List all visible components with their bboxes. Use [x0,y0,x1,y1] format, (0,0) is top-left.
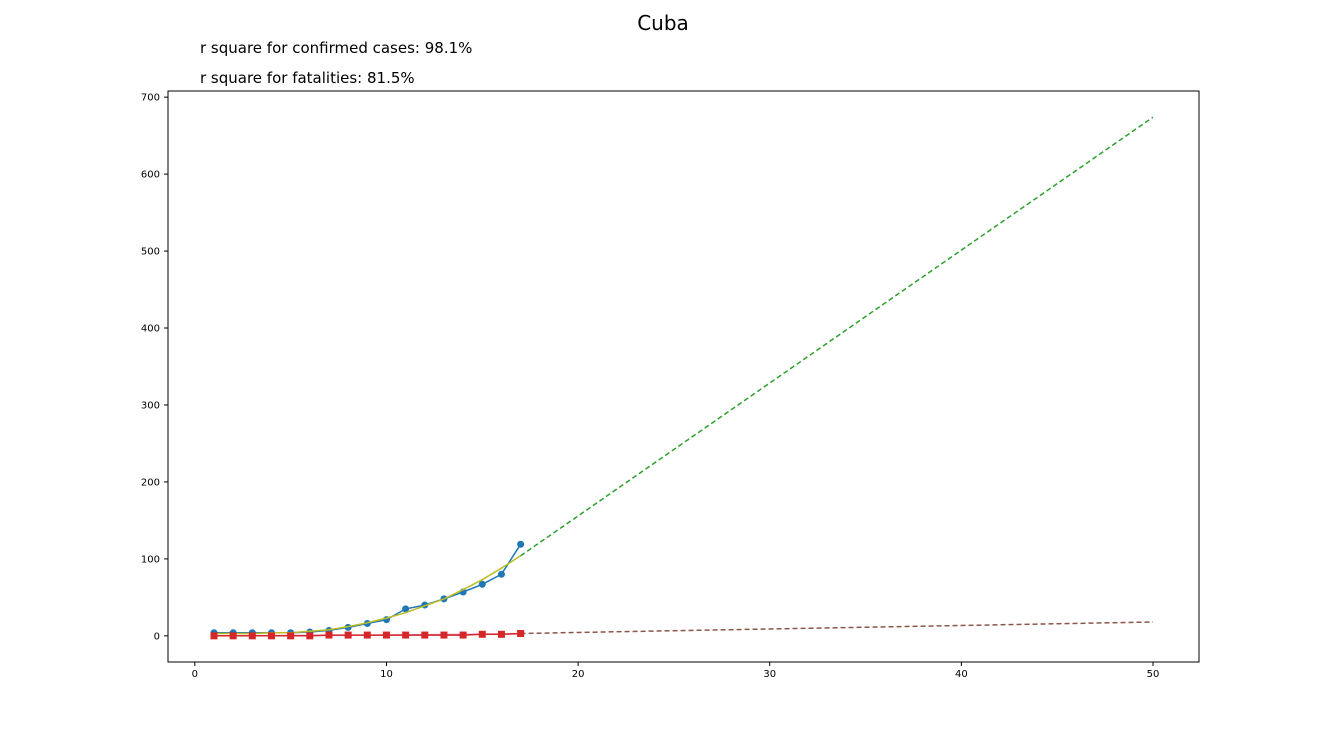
x-tick-label: 50 [1147,669,1160,680]
point-fatalities-observed [363,631,371,639]
x-tick-label: 40 [955,669,968,680]
series-line-fatalities-projection [520,621,1154,635]
point-fatalities-observed [287,632,295,640]
point-fatalities-observed [459,631,467,639]
series-layer [210,116,1154,640]
y-tick-label: 100 [141,554,160,565]
point-fatalities-observed [267,632,275,640]
point-confirmed-observed [402,605,410,613]
point-fatalities-observed [440,631,448,639]
y-tick-label: 500 [141,247,160,258]
chart-title: Cuba [637,11,689,35]
series-line-confirmed-observed [214,543,522,634]
x-axis: 0 10 20 30 40 50 [192,662,1160,680]
annotation-fatalities-r2: r square for fatalities: 81.5% [200,69,415,87]
y-tick-label: 600 [141,170,160,181]
y-tick-label: 700 [141,93,160,104]
series-line-confirmed-fit [214,555,522,635]
series-line-confirmed-projection [520,116,1154,557]
point-confirmed-observed [478,580,486,588]
x-tick-label: 30 [763,669,776,680]
point-fatalities-observed [478,630,486,638]
point-fatalities-observed [210,632,218,640]
point-fatalities-observed [325,631,333,639]
point-fatalities-observed [229,632,237,640]
y-axis: 0 100 200 300 400 500 600 700 [141,93,168,642]
point-fatalities-observed [248,632,256,640]
y-tick-label: 400 [141,324,160,335]
plot-frame [167,90,1200,663]
annotation-confirmed-r2: r square for confirmed cases: 98.1% [200,39,472,57]
y-tick-label: 300 [141,400,160,411]
x-tick-label: 20 [572,669,585,680]
point-fatalities-observed [402,631,410,639]
point-fatalities-observed [497,630,505,638]
point-fatalities-observed [517,630,525,638]
point-fatalities-observed [306,632,314,640]
point-confirmed-observed [497,570,505,578]
x-tick-label: 0 [192,669,198,680]
point-fatalities-observed [421,631,429,639]
point-fatalities-observed [344,631,352,639]
y-tick-label: 0 [154,631,160,642]
point-fatalities-observed [382,631,390,639]
y-tick-label: 200 [141,477,160,488]
x-tick-label: 10 [380,669,393,680]
point-confirmed-observed [517,540,525,548]
